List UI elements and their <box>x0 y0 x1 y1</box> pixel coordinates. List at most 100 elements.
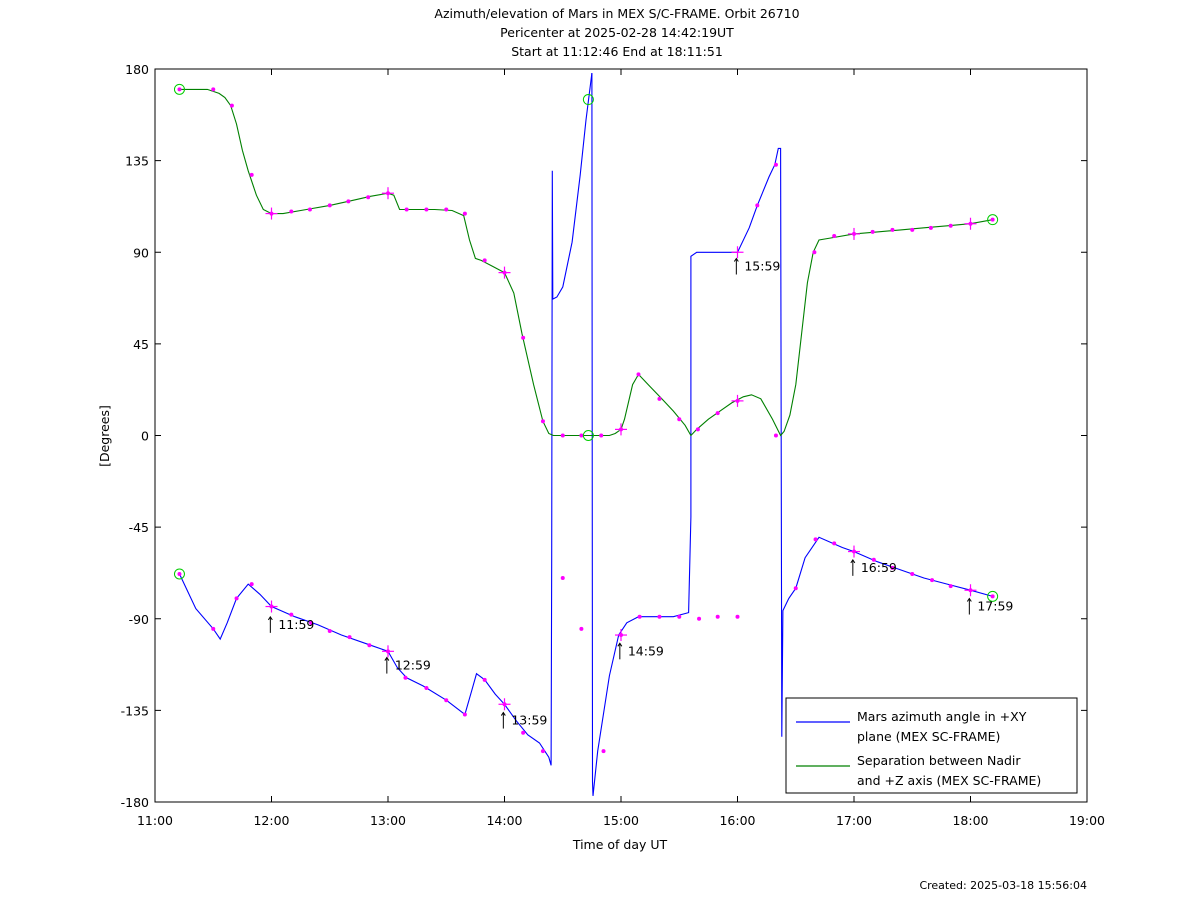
title-line-1: Azimuth/elevation of Mars in MEX S/C-FRA… <box>434 6 799 21</box>
y-tick-label: -180 <box>121 795 149 810</box>
x-tick-label: 13:00 <box>370 813 406 828</box>
marker-point-separation <box>327 203 332 208</box>
marker-point-azimuth <box>715 614 720 619</box>
x-tick-label: 14:00 <box>486 813 522 828</box>
time-annotation-arrow <box>384 656 390 661</box>
x-axis-label: Time of day UT <box>572 837 668 852</box>
marker-point-azimuth <box>755 203 760 208</box>
marker-point-separation <box>657 396 662 401</box>
title-line-2: Pericenter at 2025-02-28 14:42:19UT <box>500 25 734 40</box>
marker-point-separation <box>424 207 429 212</box>
y-tick-label: 90 <box>133 245 149 260</box>
marker-point-azimuth <box>367 643 372 648</box>
marker-point-azimuth <box>579 626 584 631</box>
marker-point-azimuth <box>735 614 740 619</box>
marker-point-separation <box>521 335 526 340</box>
plot-area <box>154 68 1088 803</box>
marker-point-separation <box>677 417 682 422</box>
marker-point-separation <box>773 433 778 438</box>
time-annotation-arrow <box>617 642 623 647</box>
marker-point-separation <box>599 433 604 438</box>
marker-point-azimuth <box>697 616 702 621</box>
endpoint-circle-separation <box>987 214 999 226</box>
series-line-azimuth <box>179 73 593 766</box>
endpoint-circle-separation <box>173 83 185 95</box>
marker-point-separation <box>444 207 449 212</box>
marker-point-separation <box>636 372 641 377</box>
marker-point-azimuth <box>560 576 565 581</box>
time-annotation-label: 12:59 <box>395 658 431 673</box>
y-axis-label: [Degrees] <box>97 405 112 467</box>
time-annotation-label: 14:59 <box>628 643 664 658</box>
legend-label-azimuth-1: Mars azimuth angle in +XY <box>857 709 1027 724</box>
marker-point-azimuth <box>910 571 915 576</box>
y-tick-label: 45 <box>133 337 149 352</box>
x-tick-label: 12:00 <box>253 813 289 828</box>
marker-point-separation <box>229 103 234 108</box>
x-tick-label: 11:00 <box>137 813 173 828</box>
marker-point-azimuth <box>813 537 818 542</box>
marker-point-azimuth <box>482 677 487 682</box>
marker-point-azimuth <box>773 162 778 167</box>
marker-point-azimuth <box>234 596 239 601</box>
marker-point-azimuth <box>424 685 429 690</box>
legend-label-separation-1: Separation between Nadir <box>857 753 1021 768</box>
endpoint-circle-separation <box>582 94 594 106</box>
marker-point-separation <box>948 223 953 228</box>
legend-label-separation-2: and +Z axis (MEX SC-FRAME) <box>857 773 1041 788</box>
marker-point-separation <box>890 227 895 232</box>
marker-point-azimuth <box>249 582 254 587</box>
y-tick-label: -135 <box>121 703 149 718</box>
y-tick-label: 0 <box>141 429 149 444</box>
marker-point-azimuth <box>211 626 216 631</box>
marker-point-azimuth <box>521 730 526 735</box>
marker-point-separation <box>990 217 995 222</box>
legend-label-azimuth-2: plane (MEX SC-FRAME) <box>857 729 1000 744</box>
marker-point-separation <box>928 225 933 230</box>
marker-point-separation <box>462 211 467 216</box>
x-tick-label: 17:00 <box>836 813 872 828</box>
marker-point-azimuth <box>327 628 332 633</box>
marker-point-azimuth <box>347 635 352 640</box>
legend-box <box>785 697 1078 794</box>
marker-point-azimuth <box>793 586 798 591</box>
marker-point-separation <box>870 229 875 234</box>
marker-point-separation <box>307 207 312 212</box>
marker-point-azimuth <box>309 620 314 625</box>
data-layer: 11:59 12:59 13:59 14:59 15:59 16:59 17:59 <box>173 73 1013 796</box>
marker-point-azimuth <box>657 614 662 619</box>
marker-point-separation <box>812 250 817 255</box>
time-annotation-arrow <box>850 558 856 564</box>
marker-point-azimuth <box>930 578 935 583</box>
legend: Mars azimuth angle in +XY plane (MEX SC-… <box>785 697 1078 794</box>
x-tick-label: 15:00 <box>603 813 639 828</box>
y-tick-label: 135 <box>125 154 149 169</box>
marker-point-separation <box>346 199 351 204</box>
marker-point-azimuth <box>677 614 682 619</box>
time-annotation-label: 13:59 <box>511 713 547 728</box>
marker-point-separation <box>482 258 487 263</box>
time-annotation-arrow <box>733 257 739 262</box>
endpoint-circle-azimuth <box>987 590 999 602</box>
time-annotation-label: 17:59 <box>977 599 1013 614</box>
title-line-3: Start at 11:12:46 End at 18:11:51 <box>511 44 723 59</box>
marker-point-separation <box>695 427 700 432</box>
marker-point-separation <box>177 87 182 92</box>
marker-point-azimuth <box>403 675 408 680</box>
marker-point-azimuth <box>990 594 995 599</box>
endpoint-circle-azimuth <box>173 568 185 580</box>
axis-ticks: 11:00 12:00 13:00 14:00 15:00 16:00 17:00 18:00… <box>121 62 1105 828</box>
marker-point-azimuth <box>601 749 606 754</box>
endpoint-circle-separation <box>582 430 594 441</box>
created-timestamp: Created: 2025-03-18 15:56:04 <box>919 879 1087 892</box>
marker-point-azimuth <box>832 541 837 546</box>
time-annotation-label: 11:59 <box>278 617 314 632</box>
marker-point-separation <box>366 195 371 200</box>
y-tick-label: 180 <box>125 62 149 77</box>
marker-point-separation <box>910 227 915 232</box>
marker-point-separation <box>249 172 254 177</box>
marker-point-azimuth <box>637 614 642 619</box>
time-annotation-arrow <box>500 711 506 716</box>
chart-title: Azimuth/elevation of Mars in MEX S/C-FRA… <box>434 6 799 59</box>
y-tick-label: -90 <box>129 612 149 627</box>
